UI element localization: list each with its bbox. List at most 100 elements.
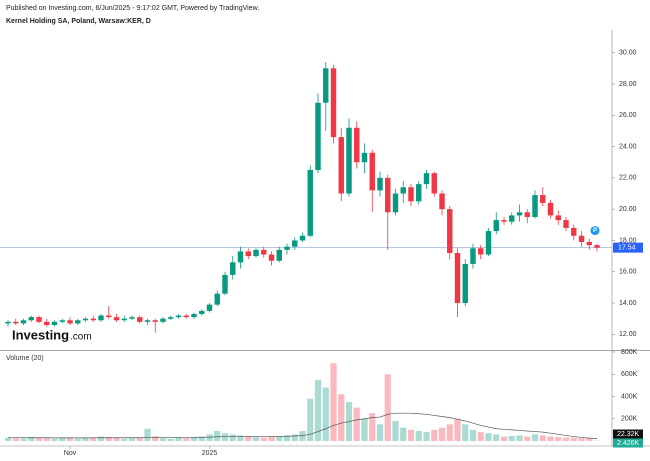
volume-bar (59, 437, 66, 441)
candle-body (28, 317, 34, 321)
candle-body (400, 187, 406, 194)
volume-bar (516, 435, 523, 441)
volume-bar (477, 432, 484, 441)
candle-body (493, 220, 499, 232)
volume-bar (400, 427, 407, 441)
volume-bar (500, 436, 508, 441)
volume-bar (562, 437, 570, 441)
candle-body (113, 317, 120, 321)
volume-bar (20, 438, 27, 441)
candle-body (5, 321, 11, 324)
volume-bar (555, 437, 562, 441)
y-tick-label: 28.00 (619, 81, 637, 88)
last-price-box (613, 242, 643, 253)
y-tick-label: 800K (621, 349, 638, 356)
volume-bar (159, 438, 167, 441)
volume-bar (454, 418, 461, 441)
candle-body (423, 173, 430, 185)
marker-label: P (593, 228, 597, 234)
volume-bar (578, 438, 585, 441)
y-tick-label: 14.00 (619, 300, 637, 307)
candle-body (152, 320, 158, 322)
candle-body (578, 235, 585, 243)
candle-body (447, 209, 453, 253)
candle-body (144, 320, 151, 322)
volume-bar (90, 438, 97, 441)
y-tick-label: 24.00 (619, 143, 637, 150)
candle-body (540, 195, 546, 203)
y-tick-label: 200K (621, 416, 638, 423)
volume-bar (524, 436, 531, 441)
candle-body (516, 212, 523, 216)
candle-body (237, 251, 244, 263)
candle-body (284, 246, 290, 250)
volume-bar (431, 429, 438, 441)
candle-body (478, 248, 484, 255)
candle-body (377, 177, 383, 191)
last-average-box (613, 429, 643, 439)
candle-body (137, 317, 143, 322)
volume-bar (167, 438, 174, 441)
volume-bar (338, 394, 345, 441)
x-tick-label: 2025 (202, 450, 218, 457)
volume-bar (74, 438, 81, 441)
candle-body (416, 184, 422, 202)
y-tick-label: 16.00 (619, 269, 637, 276)
volume-bar (493, 434, 500, 441)
candle-body (36, 317, 42, 322)
candle-body (315, 102, 321, 171)
volume-bar (361, 418, 368, 441)
candle-body (183, 315, 189, 318)
volume-bar (97, 436, 105, 441)
candle-body (501, 220, 507, 222)
y-tick-label: 600K (621, 371, 638, 378)
volume-bar (237, 435, 244, 441)
volume-bar (314, 379, 322, 441)
candle-body (222, 274, 228, 294)
y-tick-label: 400K (621, 393, 638, 400)
candle-body (98, 315, 104, 321)
y-tick-label: 18.00 (619, 237, 637, 244)
candle-body (323, 68, 329, 103)
volume-bar (330, 363, 337, 441)
volume-bar (392, 420, 399, 441)
candle-body (330, 68, 337, 138)
candle-body (524, 212, 530, 217)
symbol-title: Kernel Holding SA, Poland, Warsaw:KER, D (6, 18, 151, 25)
volume-bar (384, 374, 391, 441)
candle-body (299, 235, 306, 241)
volume-bar (113, 437, 120, 441)
volume-bar (423, 432, 430, 441)
candle-body (338, 137, 344, 194)
candle-body (292, 240, 298, 247)
candle-body (307, 170, 313, 236)
volume-bar (252, 437, 260, 441)
last-volume-label: 2.426K (617, 440, 640, 447)
candle-body (168, 317, 174, 319)
volume-bar (446, 424, 453, 441)
volume-bar (43, 438, 50, 441)
volume-title: Volume (20) (6, 355, 44, 362)
volume-bar (144, 428, 151, 441)
last-average-label: 22.32K (617, 431, 640, 438)
candle-body (90, 318, 96, 321)
logo-suffix: .com (70, 332, 92, 343)
candle-body (245, 251, 251, 257)
volume-bar (245, 436, 252, 441)
volume-bar (229, 434, 236, 441)
candle-body (59, 320, 65, 322)
candle-body (346, 127, 352, 194)
volume-bar (268, 436, 275, 441)
volume-bar (190, 437, 198, 441)
volume-bar (136, 437, 143, 441)
volume-bar (276, 435, 283, 441)
candle-body (392, 193, 399, 213)
volume-bar (121, 438, 128, 441)
volume-bar (322, 387, 329, 441)
volume-bar (407, 429, 415, 441)
volume-bar (260, 437, 267, 441)
volume-bar (128, 438, 136, 441)
volume-bar (152, 436, 159, 441)
volume-bar (214, 430, 221, 441)
